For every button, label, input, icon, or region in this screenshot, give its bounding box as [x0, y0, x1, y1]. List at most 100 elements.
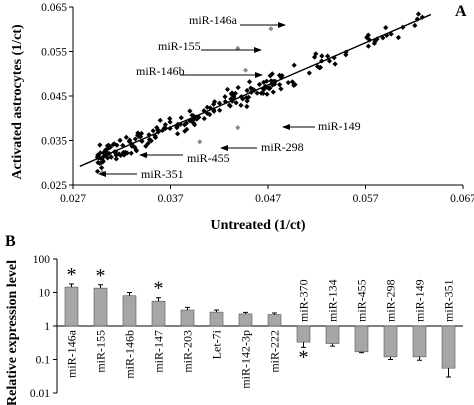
panel-a-data-point: [383, 25, 389, 31]
panel-a-y-tick-label: 0.045: [41, 91, 67, 103]
panel-a-data-point: [270, 89, 276, 95]
panel-a-data-point: [326, 58, 333, 64]
panel-a-data-point: [167, 119, 173, 125]
panel-a-data-point: [264, 91, 270, 97]
panel-a-data-point: [117, 137, 123, 143]
panel-a-data-point: [201, 115, 207, 122]
panel-a-points: [94, 11, 425, 176]
panel-b-significance-star: *: [67, 264, 77, 286]
panel-b-bar: [180, 309, 195, 327]
panel-a-data-point: [118, 152, 124, 159]
panel-a-data-point: [229, 90, 235, 96]
panel-a-trendline: [79, 13, 432, 167]
panel-a-data-point: [380, 35, 386, 41]
panel-a-data-point: [138, 130, 145, 137]
panel-a-data-point: [127, 137, 133, 143]
panel-a-data-point: [365, 43, 371, 49]
panel-a-data-point: [233, 100, 239, 106]
panel-b-category-label: miR-146b: [123, 330, 137, 379]
panel-a-data-point: [120, 149, 126, 156]
panel-a-data-point: [167, 115, 173, 122]
panel-b-bar: [412, 325, 427, 358]
panel-b-y-tick-label: 0.01: [30, 388, 50, 400]
panel-a-data-point: [325, 53, 331, 59]
panel-b-category-label: Let-7i: [210, 329, 224, 359]
panel-a-data-point: [388, 31, 394, 37]
panel-b-bar: [93, 287, 108, 327]
panel-a-data-point: [100, 158, 106, 165]
panel-a-x-tick-label: 0.057: [353, 193, 379, 205]
panel-a-data-point: [182, 128, 188, 134]
panel-b-category-labels: miR-146a miR-155 miR-146b miR-147 miR-203 Let…: [65, 279, 456, 388]
panel-a-annotation-label: miR-155: [158, 39, 201, 53]
panel-a-data-point: [162, 122, 168, 128]
panel-a-data-point: [136, 133, 142, 139]
panel-b-axes: [53, 258, 463, 394]
panel-a-data-point: [319, 53, 325, 59]
panel-a-y-tick-label: 0.065: [41, 2, 67, 14]
panel-a-data-point: [254, 90, 260, 96]
panel-a-data-point: [235, 84, 241, 91]
panel-b-category-label: miR-155: [94, 330, 108, 373]
panel-a-data-point: [100, 154, 106, 160]
panel-a-data-point: [224, 86, 231, 93]
panel-a-data-point: [100, 150, 107, 156]
panel-b-bar: [209, 311, 224, 327]
panel-a-data-point: [178, 115, 184, 121]
panel-a-data-point: [133, 147, 139, 153]
panel-a-data-point: [343, 52, 349, 58]
panel-a-trendline-line: [79, 13, 432, 167]
panel-b-category-label: miR-149: [413, 279, 427, 322]
panel-a-data-point: [258, 90, 264, 96]
panel-a-tick-labels: 0.027 0.037 0.047 0.057 0.067 0.025 0.035 0.045…: [41, 2, 474, 205]
panel-b-y-axis-title: Relative expression level: [5, 260, 20, 405]
panel-a-x-tick-label: 0.027: [60, 193, 86, 205]
panel-b-bar: [383, 325, 398, 358]
panel-a-data-point: [244, 98, 250, 104]
panel-a-data-point: [266, 86, 272, 92]
panel-b-bar: [267, 314, 282, 327]
panel-b-bar: [296, 325, 311, 343]
panel-a-data-point: [261, 79, 267, 85]
panel-a-x-axis-title: Untreated (1/ct): [211, 218, 306, 233]
panel-a-data-point: [94, 168, 101, 175]
panel-a-data-point: [211, 101, 217, 107]
panel-a-y-tick-label: 0.035: [41, 136, 67, 148]
panel-a-data-point: [104, 155, 111, 161]
panel-a-data-point: [97, 150, 103, 156]
panel-b-bar: [354, 325, 369, 353]
panel-a-data-point: [285, 79, 291, 86]
panel-a-data-point: [97, 142, 103, 148]
panel-a-data-point: [99, 165, 105, 171]
panel-a-y-tick-label: 0.025: [41, 180, 67, 192]
panel-a-data-point: [95, 152, 101, 158]
panel-b-bar: [122, 295, 137, 327]
panel-a-data-point: [246, 79, 253, 85]
panel-a-y-tick-label: 0.055: [41, 47, 67, 59]
panel-a-data-point: [277, 82, 283, 88]
panel-a-scatter: A 0.027 0.037 0.047 0.057 0.0670.0250.0350.0…: [10, 2, 474, 233]
panel-a-data-point: [148, 138, 154, 144]
panel-a-x-tick-label: 0.067: [450, 193, 474, 205]
panel-a-axes: [69, 6, 464, 189]
panel-a-data-point: [108, 154, 114, 160]
panel-a-data-point: [217, 107, 223, 113]
panel-a-highlighted-point: [235, 124, 241, 131]
panel-a-highlighted-point: [197, 139, 203, 145]
panel-a-data-point: [313, 51, 319, 57]
panel-a-data-point: [157, 117, 163, 123]
panel-a-data-point: [331, 55, 337, 61]
panel-a-data-point: [113, 152, 119, 158]
panel-b-category-label: miR-370: [297, 279, 311, 322]
panel-a-data-point: [311, 54, 318, 60]
panel-a-highlighted-point: [142, 153, 148, 159]
panel-a-data-point: [240, 96, 246, 102]
panel-a-data-point: [207, 111, 213, 118]
panel-a-data-point: [132, 136, 138, 142]
panel-b-category-label: miR-298: [384, 279, 398, 322]
panel-a-data-point: [123, 134, 129, 140]
panel-b-category-label: miR-222: [268, 330, 282, 373]
panel-a-data-point: [150, 128, 156, 134]
panel-a-annotation-label: miR-149: [318, 119, 361, 133]
